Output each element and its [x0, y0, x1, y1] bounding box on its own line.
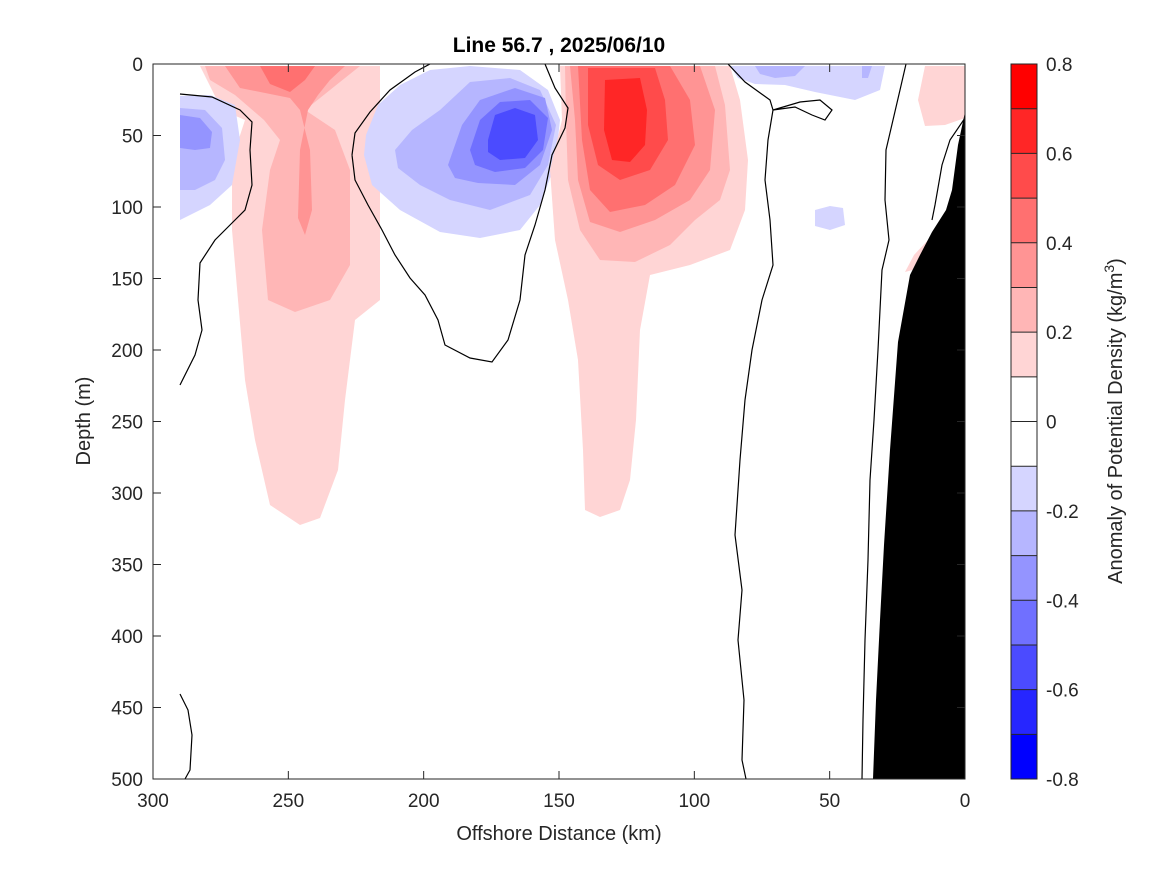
colorbar-label-main: Anomaly of Potential Density (kg/m: [1105, 273, 1127, 584]
colorbar-band: [1011, 376, 1037, 422]
y-tick-label: 100: [111, 198, 143, 219]
y-tick-label: 400: [111, 627, 143, 648]
zero-contour-loop: [772, 99, 833, 121]
colorbar-label-suffix: ): [1105, 258, 1127, 265]
colorbar-frame: [1010, 63, 1038, 780]
x-axis-label: Offshore Distance (km): [456, 823, 661, 845]
colorbar-band: [1011, 689, 1037, 735]
colorbar-band: [1011, 644, 1037, 691]
contour-coastal-positive-b: [905, 240, 928, 272]
colorbar-ticks: 0.8 0.6 0.4 0.2 0 -0.2 -0.4 -0.6 -0.8: [1046, 55, 1079, 791]
contour-nearshore-negative-d: [815, 206, 845, 230]
colorbar-tick-label: 0: [1046, 413, 1057, 434]
contour-right-positive-0.6: [604, 78, 647, 162]
colorbar-band: [1011, 64, 1037, 110]
colorbar-tick-label: -0.4: [1046, 591, 1079, 612]
x-tick-label: 50: [819, 791, 840, 812]
x-tick-label: 200: [408, 791, 440, 812]
colorbar-band: [1011, 510, 1037, 557]
colorbar-band: [1011, 108, 1037, 154]
colorbar-tick-label: -0.6: [1046, 681, 1079, 702]
zero-contour-right: [727, 64, 774, 779]
zero-contour-center: [351, 64, 569, 363]
colorbar-band: [1011, 600, 1037, 646]
colorbar-band: [1011, 242, 1037, 288]
contour-left-positive-0.2: [205, 66, 360, 312]
y-axis-ticks: 0 50 100 150 200 250 300 350 400 450 500: [111, 55, 965, 791]
filled-contours: [180, 66, 965, 525]
colorbar-tick-label: -0.2: [1046, 502, 1079, 523]
y-tick-label: 300: [111, 484, 143, 505]
y-tick-label: 0: [132, 55, 143, 76]
colorbar-band: [1011, 555, 1037, 601]
colorbar-tick-label: -0.8: [1046, 770, 1079, 791]
contour-coastal-positive: [918, 66, 965, 126]
y-tick-label: 500: [111, 770, 143, 791]
colorbar-band: [1011, 287, 1037, 333]
colorbar-band: [1011, 332, 1037, 378]
colorbar-label-superscript: 3: [1101, 265, 1117, 273]
y-tick-label: 200: [111, 341, 143, 362]
contour-nearshore-negative-c: [862, 66, 872, 78]
y-tick-label: 350: [111, 556, 143, 577]
y-tick-label: 450: [111, 699, 143, 720]
colorbar-tick-label: 0.2: [1046, 323, 1072, 344]
bathymetry-mask: [873, 112, 965, 779]
y-tick-label: 150: [111, 270, 143, 291]
zero-contour-shelf: [861, 64, 907, 779]
contour-center-negative-0.5: [488, 108, 538, 160]
colorbar-tick-label: 0.8: [1046, 55, 1072, 76]
zero-contour-left-bottom: [179, 693, 193, 779]
colorbar-label: Anomaly of Potential Density (kg/m3): [1101, 258, 1127, 584]
colorbar-band: [1011, 198, 1037, 244]
contour-left-positive-0.3: [225, 66, 345, 235]
colorbar-band: [1011, 466, 1037, 512]
contour-nearshore-negative-b: [755, 66, 805, 78]
colorbar-band: [1011, 421, 1037, 467]
contour-left-positive-0.4: [260, 66, 315, 92]
x-tick-label: 250: [272, 791, 304, 812]
colorbar-band: [1011, 734, 1037, 780]
contour-left-negative-0.3: [180, 115, 212, 150]
zero-contour-lines: [179, 64, 965, 779]
colorbar-band: [1011, 153, 1037, 199]
x-tick-label: 0: [960, 791, 971, 812]
zero-contour-coast: [931, 117, 965, 221]
colorbar: [1010, 63, 1038, 780]
colorbar-tick-label: 0.4: [1046, 234, 1073, 255]
x-axis-ticks: 300 250 200 150 100 50 0: [137, 64, 970, 812]
x-tick-label: 100: [678, 791, 710, 812]
y-tick-label: 250: [111, 413, 143, 434]
chart-title: Line 56.7 , 2025/06/10: [453, 34, 665, 57]
x-tick-label: 150: [543, 791, 575, 812]
x-tick-label: 300: [137, 791, 169, 812]
y-axis-label: Depth (m): [73, 377, 95, 466]
zero-contour-left: [179, 93, 253, 386]
y-tick-label: 50: [122, 127, 143, 148]
colorbar-tick-label: 0.6: [1046, 144, 1072, 165]
